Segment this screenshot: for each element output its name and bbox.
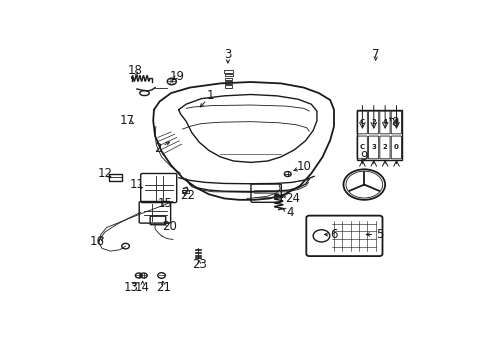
Bar — [224, 70, 232, 73]
Text: 9: 9 — [360, 150, 367, 163]
Bar — [181, 190, 189, 193]
Text: 11: 11 — [129, 178, 144, 191]
Text: 16: 16 — [89, 235, 104, 248]
Text: 10: 10 — [296, 160, 310, 173]
Text: 14: 14 — [135, 281, 150, 294]
Text: 2: 2 — [371, 119, 375, 125]
Text: 3: 3 — [224, 48, 231, 61]
Text: 21: 21 — [156, 281, 171, 294]
Text: 3: 3 — [370, 144, 375, 150]
Text: 2: 2 — [382, 144, 386, 150]
Text: 19: 19 — [169, 70, 184, 83]
Bar — [356, 110, 401, 159]
Text: 4: 4 — [286, 206, 294, 219]
Bar — [224, 74, 232, 76]
Text: 2: 2 — [154, 142, 161, 155]
Bar — [224, 77, 232, 80]
Text: 20: 20 — [162, 220, 176, 233]
Text: C: C — [359, 144, 364, 150]
Text: 5: 5 — [375, 228, 383, 241]
Text: C: C — [359, 119, 364, 125]
Text: 15: 15 — [158, 198, 172, 211]
Text: 0: 0 — [393, 119, 398, 125]
Text: 13: 13 — [123, 281, 139, 294]
Text: 12: 12 — [97, 167, 112, 180]
Text: 23: 23 — [192, 258, 206, 271]
Text: 8: 8 — [390, 116, 398, 129]
Bar — [224, 81, 232, 84]
Text: 6: 6 — [329, 228, 337, 241]
Text: 17: 17 — [120, 114, 135, 127]
Text: 7: 7 — [371, 48, 379, 61]
Bar — [225, 85, 232, 88]
Text: 1: 1 — [206, 89, 214, 102]
Text: 24: 24 — [284, 192, 299, 205]
Text: 18: 18 — [127, 64, 142, 77]
Text: 22: 22 — [180, 189, 195, 202]
Text: 4: 4 — [382, 119, 387, 125]
Text: 0: 0 — [393, 144, 398, 150]
